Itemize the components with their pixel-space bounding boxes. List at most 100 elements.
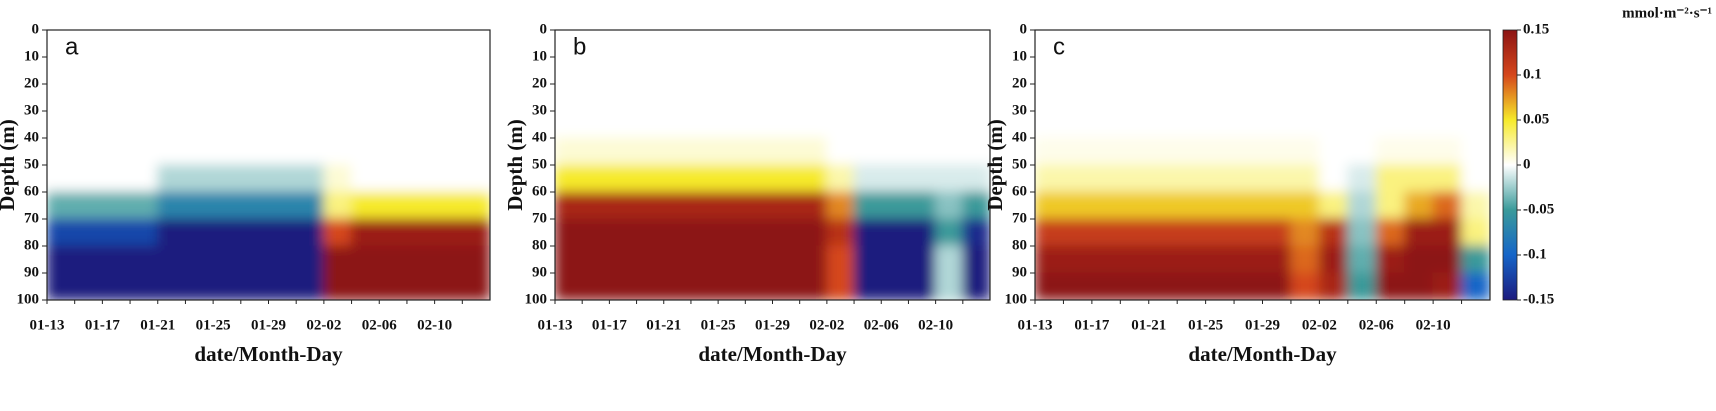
heat-cell — [184, 30, 214, 58]
heat-cell — [690, 137, 719, 166]
heat-cell — [744, 164, 773, 193]
heat-cell — [47, 191, 76, 220]
heat-cell — [1347, 110, 1377, 139]
x-tick-label: 01-21 — [646, 317, 681, 333]
heat-cell — [1461, 110, 1490, 139]
heat-cell — [826, 272, 855, 300]
heat-cell — [1119, 245, 1150, 274]
x-tick-label: 01-29 — [755, 317, 790, 333]
heat-cell — [1375, 245, 1406, 274]
heat-cell — [1176, 191, 1207, 220]
heat-cell — [636, 137, 665, 166]
heat-cell — [47, 164, 76, 193]
heat-cell — [772, 83, 801, 112]
y-tick-label: 50 — [1012, 156, 1027, 172]
heat-cell — [935, 218, 964, 247]
heat-cell — [853, 218, 882, 247]
heat-cell — [101, 56, 131, 85]
heat-cell — [74, 245, 103, 274]
colorbar-tick-label: 0 — [1523, 156, 1531, 172]
y-tick-label: 20 — [1012, 75, 1027, 91]
heat-cell — [74, 137, 103, 166]
heat-cell — [907, 191, 937, 220]
heat-cell — [461, 83, 490, 112]
y-tick-label: 20 — [24, 75, 39, 91]
heat-cell — [907, 272, 937, 300]
heat-cell — [907, 218, 937, 247]
heat-cell — [378, 137, 408, 166]
heat-cell — [880, 30, 909, 58]
x-tick-label: 01-13 — [538, 317, 573, 333]
heat-cell — [1461, 218, 1490, 247]
heat-cell — [799, 30, 828, 58]
heat-cell — [268, 218, 297, 247]
heat-cell — [212, 272, 242, 300]
heat-cell — [608, 218, 638, 247]
heat-cell — [935, 164, 964, 193]
heat-cell — [129, 272, 159, 300]
heat-cell — [351, 83, 380, 112]
heat-cell — [157, 137, 186, 166]
heat-cell — [378, 83, 408, 112]
heat-cell — [1404, 110, 1434, 139]
heat-cell — [1119, 110, 1150, 139]
heat-cell — [1262, 272, 1292, 300]
heat-cell — [101, 245, 131, 274]
heat-cell — [434, 110, 463, 139]
heat-cell — [581, 272, 610, 300]
heat-cell — [1119, 83, 1150, 112]
heat-cell — [935, 110, 964, 139]
heat-cell — [129, 191, 159, 220]
heat-cell — [1119, 56, 1150, 85]
x-tick-label: 02-06 — [362, 317, 397, 333]
heat-cell — [1062, 137, 1093, 166]
y-tick-label: 10 — [532, 48, 547, 64]
heat-cell — [853, 56, 882, 85]
heat-cell — [690, 110, 719, 139]
heat-cell — [717, 110, 746, 139]
heat-cell — [799, 83, 828, 112]
heat-cell — [1233, 272, 1263, 300]
x-axis-label: date/Month-Day — [194, 342, 343, 366]
y-tick-label: 20 — [532, 75, 547, 91]
heat-cell — [772, 218, 801, 247]
heat-cell — [406, 164, 436, 193]
heat-cell — [323, 218, 353, 247]
heat-cell — [1290, 137, 1320, 166]
heat-cell — [74, 56, 103, 85]
heat-cell — [74, 164, 103, 193]
heat-cell — [1205, 137, 1235, 166]
panel: 0 10 20 30 40 50 60 70 80 90 100 01-13 01-17 01-21 01-… — [983, 5, 1712, 365]
heat-cell — [608, 191, 638, 220]
heat-cell — [212, 56, 242, 85]
panel: 0 10 20 30 40 50 60 70 80 90 100 01-13 01-17 01-21 01-… — [0, 21, 491, 366]
heat-cell — [1062, 218, 1093, 247]
x-tick-label: 01-25 — [196, 317, 231, 333]
heat-cell — [962, 191, 990, 220]
heat-cell — [608, 30, 638, 58]
heat-cell — [1091, 110, 1121, 139]
heat-cell — [74, 30, 103, 58]
heat-cell — [880, 191, 909, 220]
heat-cell — [1432, 83, 1463, 112]
heat-cell — [555, 245, 583, 274]
heat-cell — [717, 272, 746, 300]
heat-cell — [268, 83, 297, 112]
heat-cell — [581, 164, 610, 193]
y-axis-label: Depth (m) — [0, 119, 19, 211]
y-tick-label: 80 — [24, 237, 39, 253]
x-tick-label: 02-10 — [1416, 317, 1451, 333]
heat-cell — [1375, 110, 1406, 139]
heat-cell — [581, 137, 610, 166]
x-tick-label: 01-25 — [701, 317, 736, 333]
heat-cell — [47, 30, 76, 58]
heat-cell — [101, 83, 131, 112]
heat-cell — [1035, 83, 1064, 112]
heat-cell — [47, 272, 76, 300]
heat-cell — [935, 245, 964, 274]
heat-cell — [240, 218, 269, 247]
x-axis-label: date/Month-Day — [1188, 342, 1337, 366]
y-tick-label: 90 — [24, 264, 39, 280]
heat-cell — [378, 272, 408, 300]
heat-cell — [1091, 218, 1121, 247]
